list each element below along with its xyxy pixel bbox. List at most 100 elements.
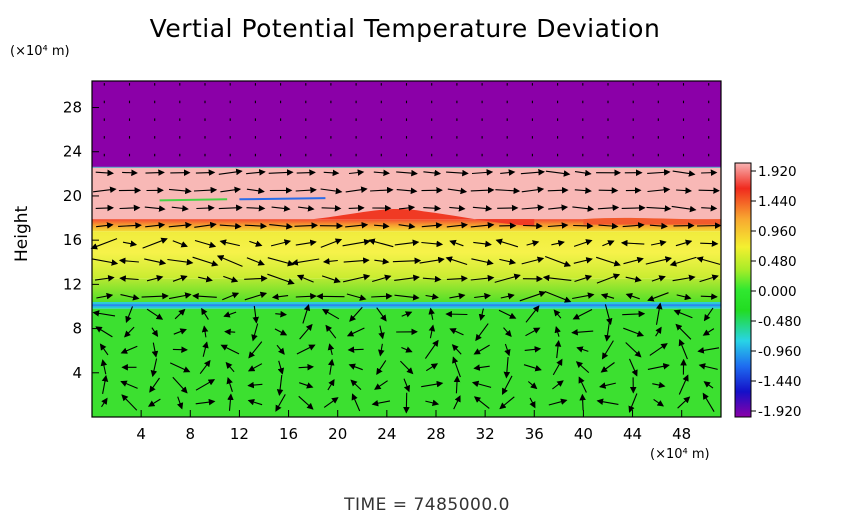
wind-arrow: [151, 342, 159, 358]
wind-arrow: [523, 222, 543, 230]
wind-arrow: [552, 358, 563, 376]
wind-arrow: [122, 169, 138, 177]
wind-arrow: [675, 323, 692, 340]
wind-arrow: [246, 187, 265, 195]
wind-arrow: [596, 256, 621, 267]
wind-arrow: [423, 204, 442, 212]
wind-arrow: [452, 356, 461, 378]
y-axis-ticks: 4 8 12 16 20 24 28: [63, 99, 99, 382]
wind-arrow: [628, 393, 638, 413]
wind-arrow: [342, 238, 371, 247]
wind-arrow: [218, 168, 243, 176]
wind-arrow: [548, 398, 568, 406]
wind-arrow: [120, 345, 138, 354]
wind-arrow: [398, 222, 416, 230]
wind-arrow: [523, 364, 542, 372]
wind-arrow: [542, 274, 572, 282]
wind-arrow: [598, 222, 619, 230]
wind-arrow: [249, 240, 263, 247]
wind-arrow: [268, 169, 294, 176]
x-tick-label: 12: [230, 425, 249, 443]
wind-arrow: [96, 292, 114, 300]
wind-arrow: [141, 292, 169, 300]
wind-arrow: [349, 306, 363, 322]
wind-arrow: [296, 344, 316, 355]
wind-arrow: [419, 256, 445, 264]
wind-arrow: [625, 342, 642, 358]
wind-arrow: [323, 397, 339, 408]
wind-arrow: [527, 381, 538, 390]
wind-arrow: [95, 169, 114, 177]
y-tick-label: 16: [63, 231, 82, 249]
wind-arrow: [678, 338, 688, 360]
wind-arrow: [470, 221, 495, 229]
wind-arrow: [702, 392, 715, 412]
wind-arrow: [90, 238, 118, 250]
x-tick-label: 16: [279, 425, 298, 443]
wind-arrow: [545, 255, 572, 267]
wind-arrow: [327, 343, 335, 356]
wind-arrow: [600, 293, 615, 300]
wind-arrow: [472, 205, 493, 212]
wind-arrow: [625, 276, 642, 283]
x-axis-ticks: 4 8 12 16 20 24 28 32 36 40 44 48: [136, 410, 691, 443]
wind-arrow: [575, 361, 590, 374]
wind-arrow: [276, 344, 285, 355]
wind-arrow: [267, 257, 295, 267]
wind-arrow: [201, 307, 209, 320]
wind-arrow: [225, 361, 235, 373]
wind-arrow: [298, 363, 314, 371]
wind-arrow: [400, 360, 414, 375]
wind-arrow: [655, 326, 662, 337]
x-axis-unit: (×10⁴ m): [650, 447, 710, 462]
wind-arrow: [478, 308, 486, 321]
colorbar-tick-label: -1.920: [758, 404, 802, 420]
wind-arrow: [604, 304, 613, 326]
wind-arrow: [150, 358, 158, 378]
wind-arrow: [447, 187, 468, 195]
wind-arrow: [471, 258, 494, 266]
wind-arrow: [453, 375, 461, 394]
wind-arrow: [597, 204, 620, 212]
wind-arrow: [702, 328, 715, 336]
wind-arrow: [470, 274, 495, 282]
wind-arrow: [120, 294, 140, 301]
wind-arrow: [169, 362, 191, 373]
wind-arrow: [195, 169, 216, 176]
wind-arrow: [192, 256, 219, 267]
wind-arrow: [323, 169, 340, 177]
wind-arrow: [343, 257, 370, 264]
wind-arrow: [378, 325, 385, 340]
wind-arrow: [620, 239, 645, 247]
wind-arrow: [647, 186, 671, 194]
wind-arrow: [374, 258, 390, 265]
x-tick-label: 44: [623, 425, 642, 443]
wind-arrow: [572, 205, 595, 212]
wind-arrow: [142, 237, 168, 249]
wind-arrow: [623, 327, 645, 337]
wind-arrow: [92, 310, 116, 317]
wind-arrow: [473, 396, 490, 409]
wind-arrow: [498, 309, 517, 319]
wind-arrow: [572, 309, 593, 320]
wind-arrow: [473, 364, 490, 371]
wind-arrow: [500, 293, 515, 300]
wind-arrow: [91, 258, 119, 266]
wind-arrow: [392, 257, 422, 265]
wind-arrow: [503, 357, 511, 379]
green-streak: [159, 198, 228, 202]
wind-arrow: [676, 293, 692, 301]
wind-arrow: [453, 395, 461, 410]
wind-arrow: [100, 359, 108, 375]
wind-arrow: [504, 343, 511, 357]
wind-arrow: [428, 307, 435, 320]
wind-arrow: [194, 221, 217, 229]
wind-arrow: [669, 256, 697, 267]
wind-arrow: [345, 221, 369, 229]
x-tick-label: 40: [574, 425, 593, 443]
wind-arrow: [445, 310, 468, 318]
wind-arrow: [291, 258, 320, 266]
wind-arrow: [274, 328, 288, 336]
wind-arrow: [267, 273, 295, 285]
wind-arrow: [374, 380, 388, 390]
